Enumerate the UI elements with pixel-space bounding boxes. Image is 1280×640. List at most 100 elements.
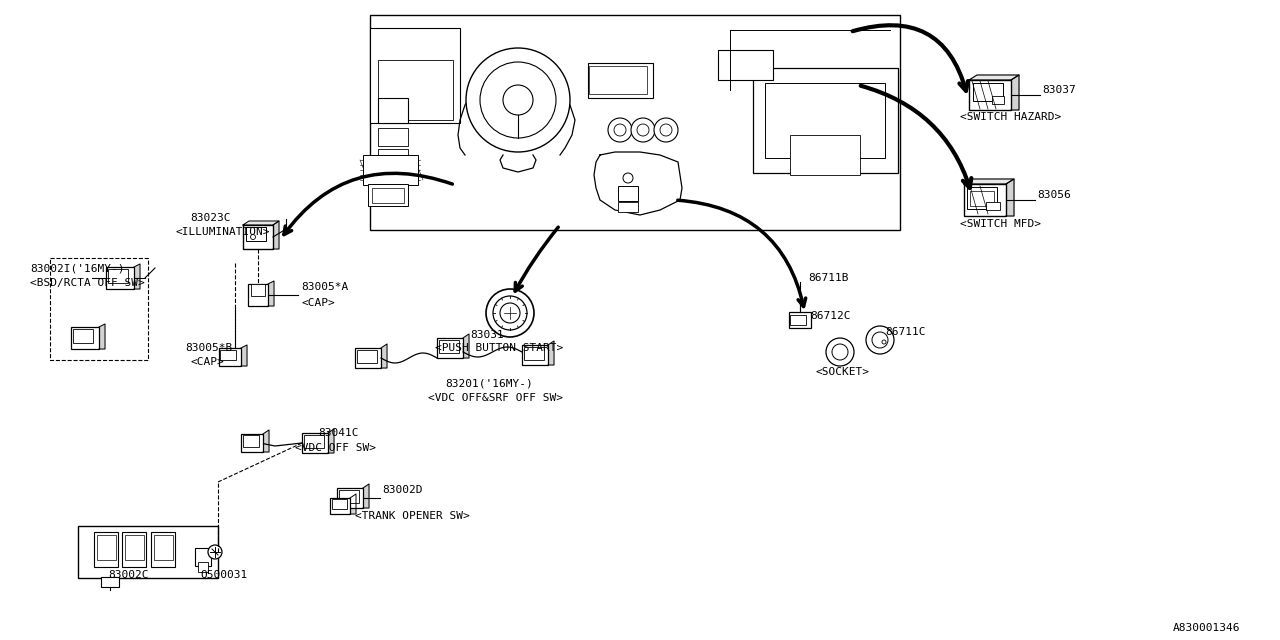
Circle shape <box>867 326 893 354</box>
Bar <box>243 225 273 249</box>
Bar <box>788 312 812 328</box>
Bar <box>378 149 408 167</box>
Polygon shape <box>1006 179 1014 216</box>
Bar <box>765 83 884 157</box>
Text: 83002I('16MY-): 83002I('16MY-) <box>29 263 124 273</box>
Circle shape <box>251 234 256 239</box>
Text: 83005*B: 83005*B <box>186 343 232 353</box>
Bar <box>588 63 653 97</box>
Text: <SWITCH MFD>: <SWITCH MFD> <box>960 219 1041 229</box>
Circle shape <box>623 173 634 183</box>
Text: Q500031: Q500031 <box>200 570 247 580</box>
Bar <box>718 50 773 80</box>
Text: 83031: 83031 <box>470 330 504 340</box>
Circle shape <box>637 124 649 136</box>
Polygon shape <box>243 221 279 225</box>
Bar <box>362 155 417 185</box>
Polygon shape <box>134 264 140 289</box>
Bar <box>618 186 637 200</box>
Bar <box>78 526 218 578</box>
Bar <box>992 96 1004 104</box>
Bar <box>525 346 544 360</box>
FancyArrowPatch shape <box>852 25 968 91</box>
Text: 86711C: 86711C <box>884 327 925 337</box>
FancyArrowPatch shape <box>515 227 558 291</box>
Bar <box>436 338 463 358</box>
Bar <box>355 348 381 368</box>
Text: 83056: 83056 <box>1037 190 1071 200</box>
Bar <box>195 548 211 566</box>
Bar <box>753 67 897 173</box>
Circle shape <box>826 338 854 366</box>
Bar <box>339 490 358 502</box>
Text: 83002C: 83002C <box>108 570 148 580</box>
Bar <box>305 435 324 447</box>
Circle shape <box>631 118 655 142</box>
Bar <box>330 498 349 514</box>
Bar <box>106 267 134 289</box>
Circle shape <box>500 303 520 323</box>
Bar <box>122 531 146 566</box>
FancyArrowPatch shape <box>678 200 805 307</box>
Circle shape <box>882 340 886 344</box>
Text: <SOCKET>: <SOCKET> <box>815 367 869 377</box>
FancyArrowPatch shape <box>860 86 972 188</box>
Polygon shape <box>548 341 554 365</box>
Text: <VDC OFF&SRF OFF SW>: <VDC OFF&SRF OFF SW> <box>428 393 563 403</box>
Bar <box>246 227 266 241</box>
Bar <box>154 534 173 559</box>
Bar <box>251 284 265 296</box>
Bar <box>964 184 1006 216</box>
Circle shape <box>209 545 221 559</box>
Bar <box>970 191 995 205</box>
Polygon shape <box>964 179 1014 184</box>
Bar <box>378 97 408 122</box>
Bar <box>302 433 328 453</box>
Bar <box>73 329 93 343</box>
Bar <box>966 187 997 209</box>
Text: <PUSH BUTTON START>: <PUSH BUTTON START> <box>435 343 563 353</box>
Text: <ILLUMINATION>: <ILLUMINATION> <box>175 227 270 237</box>
Bar <box>522 345 548 365</box>
Polygon shape <box>349 494 356 514</box>
Bar <box>96 534 115 559</box>
Bar <box>589 66 646 94</box>
Bar <box>439 339 458 353</box>
Bar <box>370 15 900 230</box>
Text: 83005*A: 83005*A <box>301 282 348 292</box>
Bar <box>986 202 1000 210</box>
Bar <box>790 315 806 325</box>
Circle shape <box>832 344 849 360</box>
Bar <box>790 135 860 175</box>
Bar <box>378 128 408 146</box>
Text: 86711B: 86711B <box>808 273 849 283</box>
Circle shape <box>480 62 556 138</box>
Polygon shape <box>1011 75 1019 110</box>
Circle shape <box>493 296 527 330</box>
Bar <box>248 284 268 306</box>
Text: <CAP>: <CAP> <box>189 357 224 367</box>
Circle shape <box>503 85 532 115</box>
Bar <box>219 348 241 366</box>
Bar <box>378 60 453 120</box>
Polygon shape <box>381 344 387 368</box>
Polygon shape <box>262 430 269 452</box>
Bar <box>93 531 118 566</box>
Polygon shape <box>364 484 369 508</box>
Text: 83023C: 83023C <box>189 213 230 223</box>
Polygon shape <box>463 334 468 358</box>
Bar <box>370 28 460 122</box>
Bar <box>357 349 376 362</box>
Bar <box>369 184 408 206</box>
Text: <SWITCH HAZARD>: <SWITCH HAZARD> <box>960 112 1061 122</box>
Circle shape <box>466 48 570 152</box>
Circle shape <box>486 289 534 337</box>
Bar <box>973 83 1004 101</box>
Polygon shape <box>328 429 334 453</box>
Polygon shape <box>241 345 247 366</box>
Bar <box>151 531 175 566</box>
Bar <box>243 435 260 447</box>
Bar <box>220 350 236 360</box>
Polygon shape <box>99 324 105 349</box>
Text: <VDC OFF SW>: <VDC OFF SW> <box>294 443 376 453</box>
